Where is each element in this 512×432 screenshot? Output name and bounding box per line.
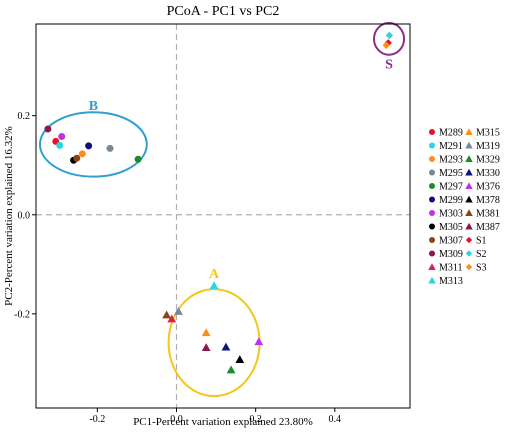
legend-marker-m293	[429, 156, 435, 162]
legend-label-m307: M307	[439, 236, 463, 247]
data-point-m378	[235, 355, 245, 363]
data-point-m330	[221, 342, 231, 351]
legend-label-s1: S1	[476, 236, 487, 247]
legend-marker-s2	[465, 250, 473, 257]
legend-label-m293: M293	[439, 155, 463, 166]
legend-marker-m387	[465, 222, 473, 230]
legend-marker-m329	[465, 155, 473, 162]
legend-label-m299: M299	[439, 195, 463, 206]
legend-label-m313: M313	[439, 276, 463, 287]
legend-marker-m291	[429, 142, 435, 149]
data-point-m297	[134, 155, 142, 163]
legend-marker-m311	[428, 263, 436, 270]
legend-marker-m378	[465, 195, 473, 203]
group-label-b: B	[89, 99, 98, 114]
legend-label-m329: M329	[476, 155, 500, 166]
data-point-m319	[174, 307, 183, 315]
group-label-s: S	[385, 58, 393, 73]
legend-marker-m319	[465, 141, 473, 149]
data-point-s3	[382, 41, 390, 49]
legend-marker-m315	[465, 128, 473, 135]
x-tick-label: 0.2	[249, 414, 262, 425]
legend-marker-m297	[429, 183, 435, 189]
legend-label-m297: M297	[439, 182, 463, 193]
data-point-s1	[384, 39, 392, 47]
legend-label-m289: M289	[439, 128, 463, 139]
axis-ticks: -0.2 0.0 0.2 0.4 -0.2 0.0 0.2	[14, 111, 341, 425]
legend-marker-m309	[429, 250, 435, 257]
legend-label-m330: M330	[476, 168, 500, 179]
data-point-m387	[201, 343, 211, 352]
legend-marker-s1	[465, 236, 473, 244]
legend-label-m378: M378	[476, 195, 500, 206]
legend-marker-m330	[465, 168, 473, 176]
data-point-m381	[162, 310, 171, 319]
legend-marker-m313	[428, 276, 436, 284]
x-tick-label: 0.4	[329, 414, 342, 425]
legend-label-m305: M305	[439, 222, 463, 233]
legend-marker-m299	[429, 196, 435, 203]
legend-label-m311: M311	[439, 263, 463, 274]
data-point-m291	[56, 141, 64, 149]
data-point-m295	[106, 144, 114, 152]
legend-label-s2: S2	[476, 249, 487, 260]
data-point-s2	[385, 31, 394, 40]
legend-label-m381: M381	[476, 209, 500, 220]
y-axis-label: PC2-Percent variation explained 16.32%	[3, 126, 15, 306]
legend-label-m309: M309	[439, 249, 463, 260]
x-tick-label: 0.0	[170, 414, 183, 425]
group-ellipse-s	[372, 22, 406, 56]
legend: M289 M291 M293 M295 M297 M299 M303 M305 M307 M309…	[428, 128, 500, 287]
data-point-m376	[254, 337, 264, 346]
data-point-m307	[73, 154, 81, 162]
group-label-a: A	[209, 267, 220, 282]
legend-label-m291: M291	[439, 141, 463, 152]
data-point-m309	[44, 125, 52, 133]
x-axis-label: PC1-Percent variation explained 23.80%	[133, 416, 313, 428]
chart-title: PCoA - PC1 vs PC2	[167, 4, 280, 19]
legend-label-m315: M315	[476, 128, 500, 139]
legend-label-m376: M376	[476, 182, 500, 193]
x-tick-label: -0.2	[89, 414, 105, 425]
legend-label-m295: M295	[439, 168, 463, 179]
data-point-m299	[85, 142, 93, 150]
group-ellipse-a	[167, 288, 261, 398]
y-tick-label: 0.2	[18, 111, 31, 122]
legend-label-m387: M387	[476, 222, 500, 233]
legend-marker-m376	[465, 182, 473, 189]
legend-label-m303: M303	[439, 209, 463, 220]
legend-label-m319: M319	[476, 141, 500, 152]
data-point-m313	[209, 281, 219, 290]
legend-marker-m305	[429, 223, 435, 230]
data-point-m311	[167, 314, 177, 323]
legend-label-s3: S3	[476, 263, 487, 274]
legend-marker-m307	[429, 237, 435, 243]
group-ellipse-b	[38, 111, 148, 178]
legend-marker-m289	[429, 129, 435, 135]
data-point-m293	[78, 150, 86, 158]
data-point-m329	[226, 365, 236, 374]
y-tick-label: 0.0	[18, 210, 31, 221]
legend-marker-s3	[465, 263, 473, 271]
data-point-m303	[58, 132, 66, 140]
legend-marker-m295	[429, 169, 435, 176]
legend-marker-m381	[465, 209, 473, 216]
data-point-m315	[201, 328, 211, 337]
plot-area: A B S	[36, 22, 410, 408]
plot-frame	[35, 23, 411, 409]
legend-marker-m303	[429, 210, 435, 216]
y-tick-label: -0.2	[14, 309, 30, 320]
